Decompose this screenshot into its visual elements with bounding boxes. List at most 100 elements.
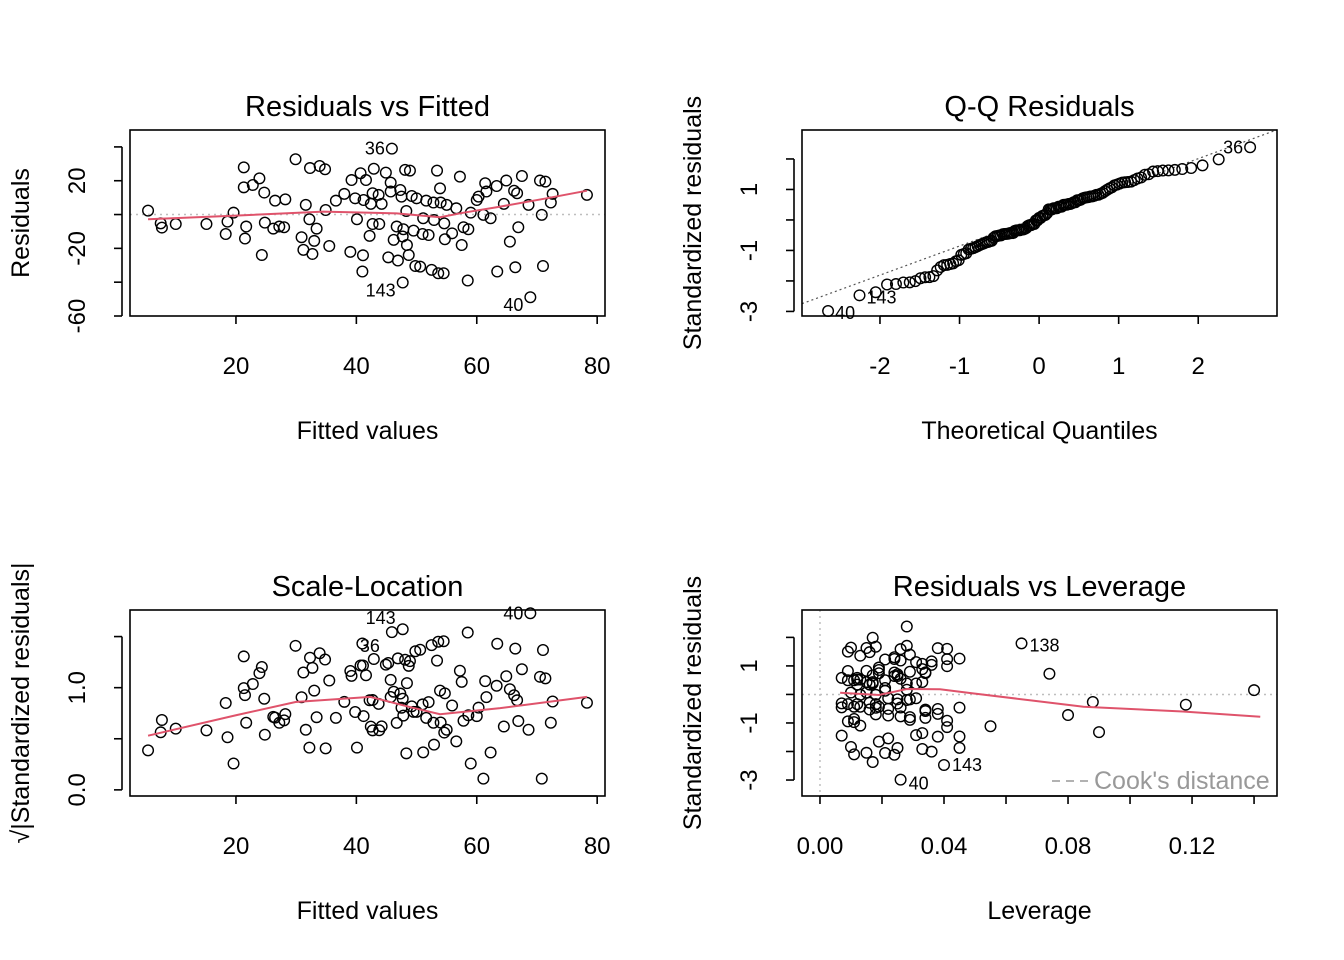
data-point: [329, 194, 342, 207]
data-point: [258, 692, 271, 705]
data-point: [366, 218, 379, 231]
data-point: [273, 220, 286, 233]
data-point: [437, 635, 450, 648]
data-point: [299, 198, 312, 211]
data-point: [462, 709, 475, 722]
data-point: [522, 723, 535, 736]
data-point: [303, 213, 316, 226]
data-point: [546, 187, 559, 200]
data-point: [533, 670, 546, 683]
data-point: [503, 683, 516, 696]
data-point: [1031, 214, 1044, 227]
data-point: [446, 227, 459, 240]
data-point: [1113, 177, 1126, 190]
data-point: [400, 204, 413, 217]
data-point: [237, 161, 250, 174]
data-point: [1168, 163, 1181, 176]
data-point: [472, 190, 485, 203]
data-point: [461, 626, 474, 639]
data-point: [1212, 153, 1225, 166]
data-point: [1015, 637, 1028, 650]
data-point: [394, 184, 407, 197]
data-point: [479, 177, 492, 190]
data-point: [941, 660, 954, 673]
data-point: [400, 677, 413, 690]
data-point: [409, 645, 422, 658]
data-point: [464, 757, 477, 770]
data-point: [416, 698, 429, 711]
data-point: [484, 212, 497, 225]
data-point: [835, 671, 848, 684]
data-point: [396, 692, 409, 705]
data-point: [349, 192, 362, 205]
data-point: [1179, 698, 1192, 711]
data-point: [1086, 695, 1099, 708]
data-point: [866, 756, 879, 769]
data-point: [835, 701, 848, 714]
data-point: [925, 658, 938, 671]
y-tick-label: -60: [64, 299, 91, 334]
x-axis-label: Theoretical Quantiles: [921, 417, 1157, 445]
data-point: [385, 626, 398, 639]
data-point: [200, 724, 213, 737]
data-point: [255, 661, 268, 674]
data-point: [427, 716, 440, 729]
scale-location-panel: 36 143 40 20 40 60 80 0.0 1.0 Scale-Location Fitte…: [7, 562, 611, 925]
observation-label: 143: [366, 281, 396, 301]
data-point: [399, 653, 412, 666]
data-point: [363, 229, 376, 242]
data-point: [1125, 175, 1138, 188]
data-point: [841, 715, 854, 728]
data-point: [835, 729, 848, 742]
data-point: [851, 673, 864, 686]
data-point: [379, 658, 392, 671]
data-point: [289, 639, 302, 652]
data-point: [509, 642, 522, 655]
data-point: [382, 656, 395, 669]
data-point: [420, 194, 433, 207]
data-point: [367, 162, 380, 175]
data-point: [848, 716, 861, 729]
data-point: [238, 232, 251, 245]
data-point: [894, 773, 907, 786]
data-point: [903, 665, 916, 678]
data-point: [366, 187, 379, 200]
data-point: [253, 172, 266, 185]
x-tick-label: 20: [223, 353, 250, 380]
data-point: [431, 164, 444, 177]
data-point: [1002, 227, 1015, 240]
data-point: [919, 667, 932, 680]
cooks-distance-legend: Cook's distance: [1094, 767, 1270, 795]
data-point: [461, 274, 474, 287]
data-point: [310, 222, 323, 235]
observation-label: 36: [365, 139, 385, 159]
data-point: [440, 723, 453, 736]
data-point: [438, 726, 451, 739]
data-point: [240, 716, 253, 729]
data-point: [879, 653, 892, 666]
data-point: [391, 652, 404, 665]
data-point: [278, 714, 291, 727]
data-point: [323, 674, 336, 687]
observation-label: 40: [503, 603, 523, 623]
data-point: [1248, 684, 1261, 697]
data-point: [989, 230, 1002, 243]
data-point: [219, 227, 232, 240]
data-point: [934, 260, 947, 273]
data-point: [267, 222, 280, 235]
data-point: [497, 720, 510, 733]
data-point: [397, 223, 410, 236]
data-point: [903, 648, 916, 661]
data-point: [227, 757, 240, 770]
y-tick-label: -20: [64, 231, 91, 266]
y-tick-label: 20: [64, 167, 91, 194]
data-point: [511, 187, 524, 200]
data-point: [446, 699, 459, 712]
smoother-line: [840, 688, 1261, 718]
data-point: [509, 261, 522, 274]
data-point: [919, 703, 932, 716]
data-point: [414, 643, 427, 656]
y-tick-label: -1: [736, 712, 763, 733]
data-point: [480, 691, 493, 704]
data-point: [536, 643, 549, 656]
